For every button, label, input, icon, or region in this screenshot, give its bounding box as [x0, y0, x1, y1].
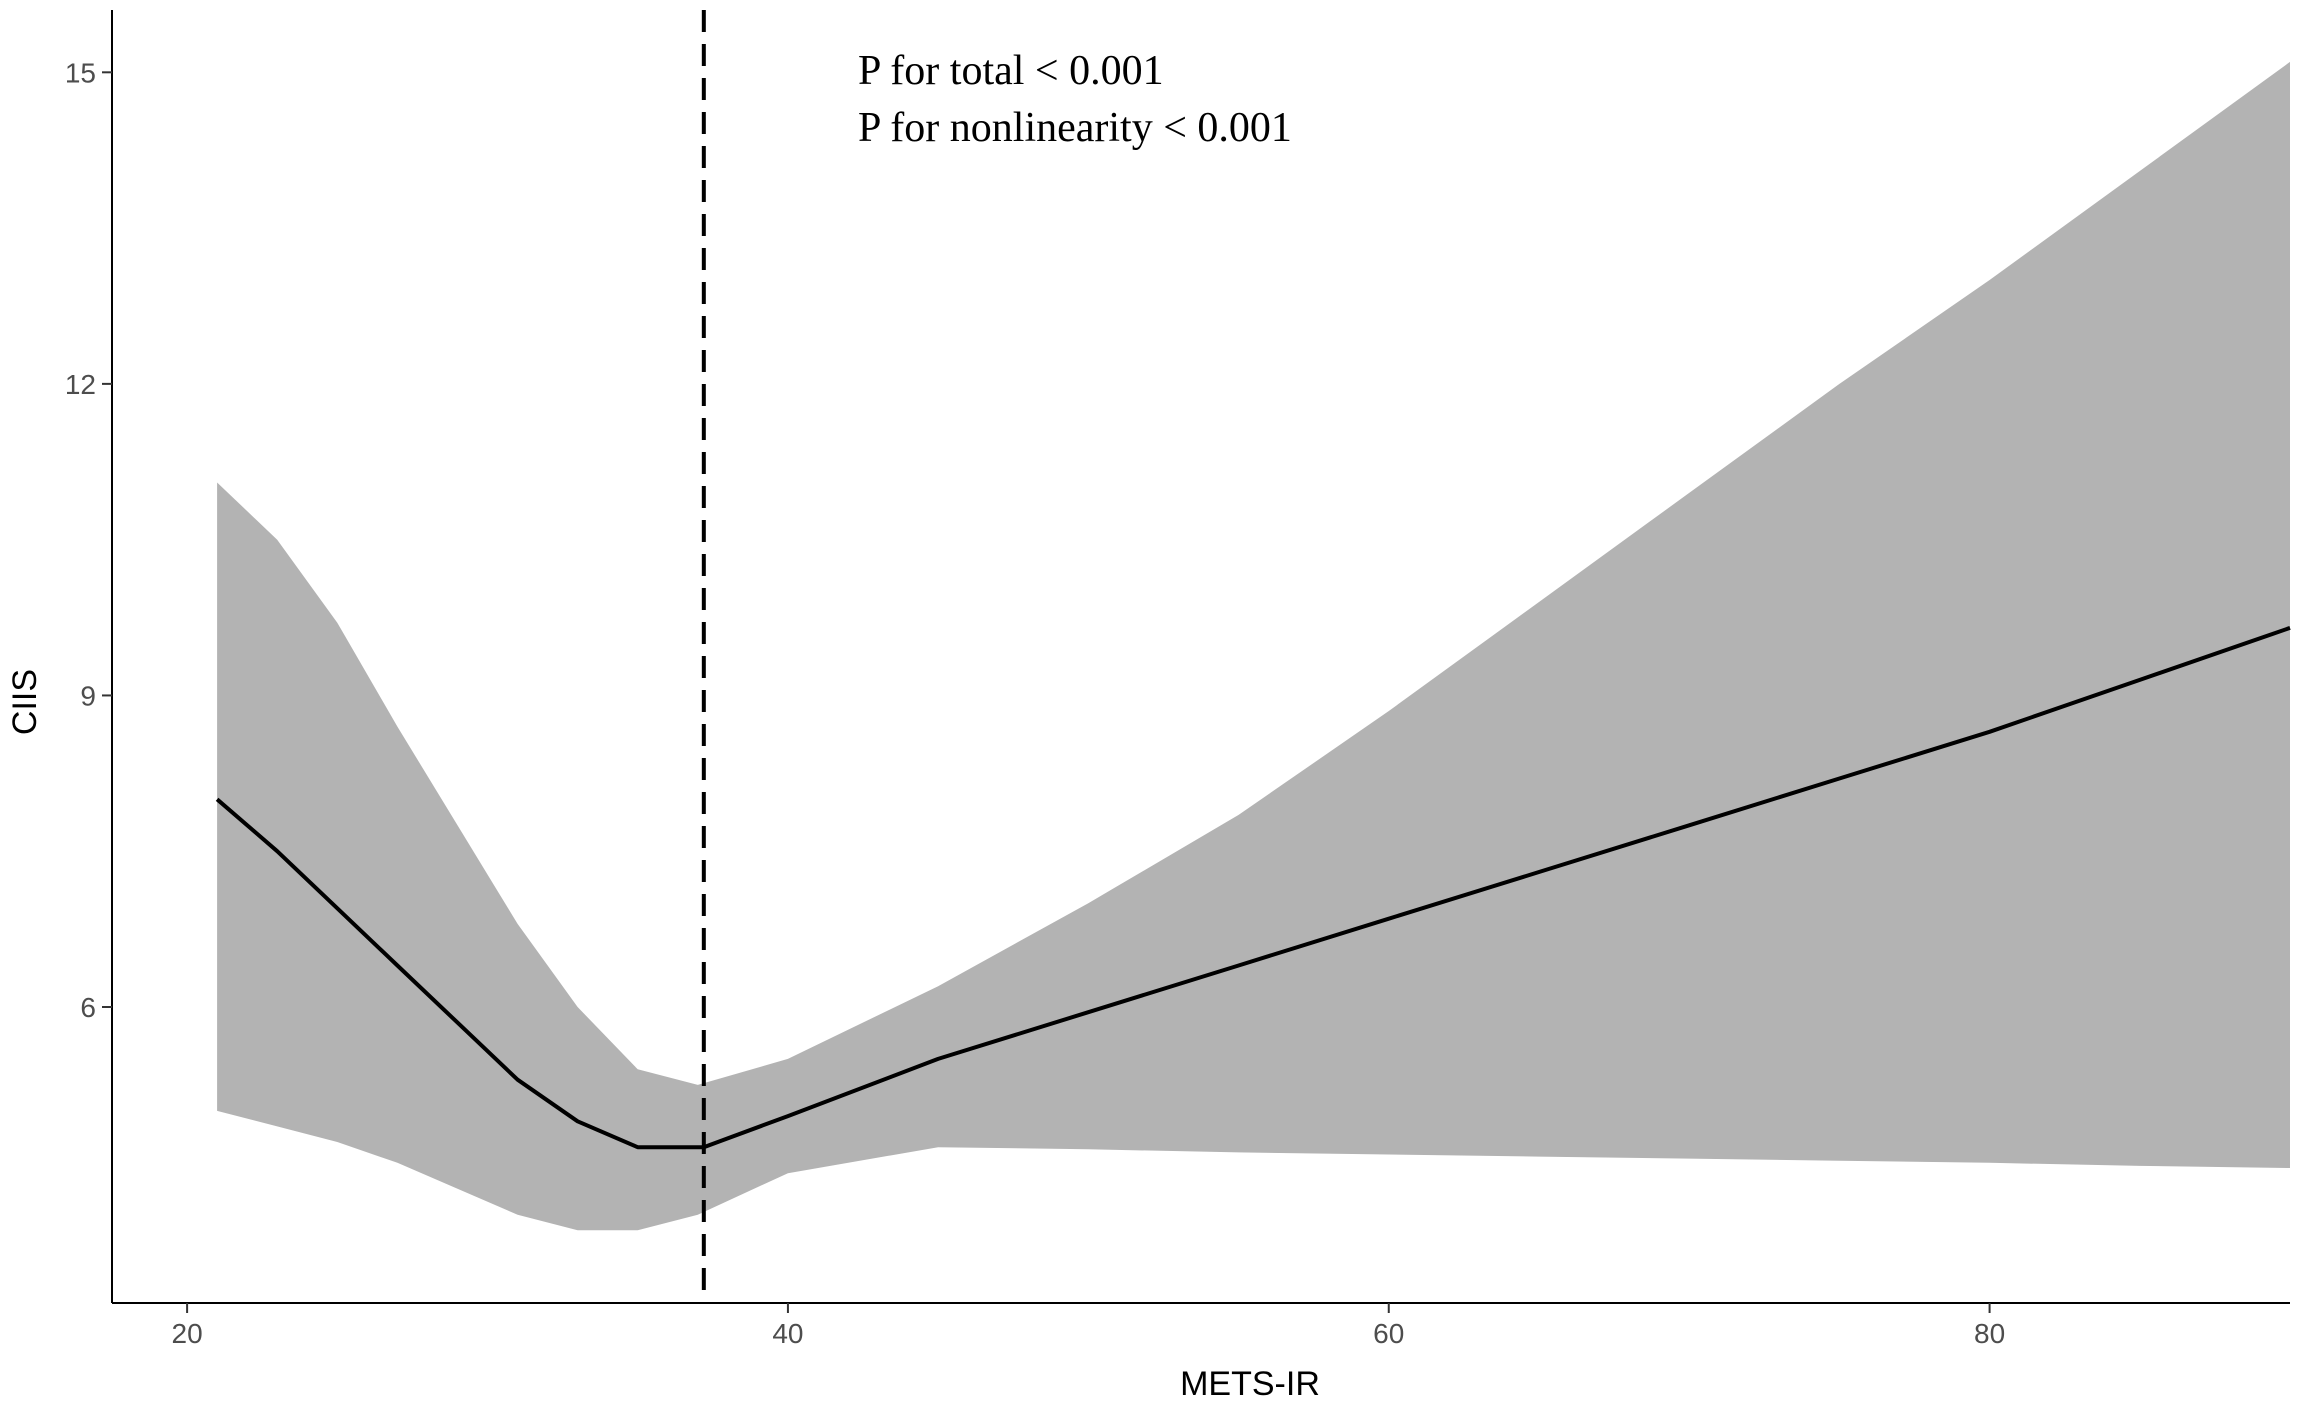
annotation-p-total: P for total < 0.001: [858, 48, 1164, 94]
x-tick-label: 80: [1974, 1318, 2005, 1349]
y-tick-label: 15: [65, 57, 96, 88]
x-tick-label: 20: [172, 1318, 203, 1349]
plot-area: [215, 10, 2291, 1303]
x-tick-label: 40: [772, 1318, 803, 1349]
annotation-p-nonlinearity: P for nonlinearity < 0.001: [858, 105, 1292, 151]
axes: 20 40 60 80 6 9 12 15: [65, 10, 2290, 1349]
y-tick-label: 12: [65, 369, 96, 400]
y-axis-title: CIIS: [6, 669, 44, 735]
y-tick-label: 9: [80, 680, 96, 711]
x-tick-label: 60: [1373, 1318, 1404, 1349]
y-tick-label: 6: [80, 992, 96, 1023]
estimate-line: [215, 626, 2291, 1150]
x-axis-title: METS-IR: [1180, 1365, 1320, 1403]
confidence-band: [217, 61, 2290, 1231]
